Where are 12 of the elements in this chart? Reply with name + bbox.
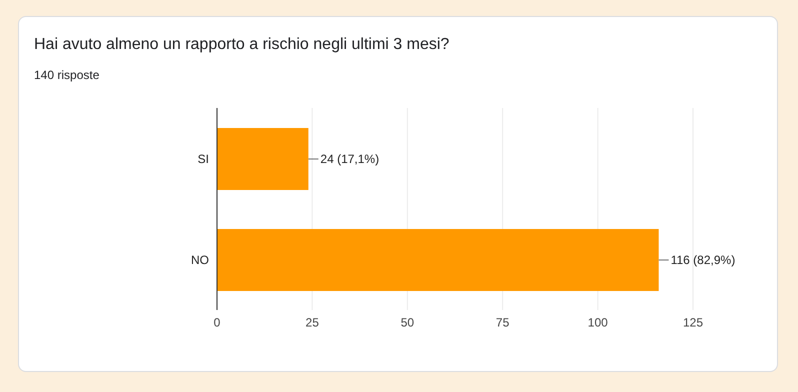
y-tick-label: SI [198,152,209,166]
x-tick-label: 50 [400,316,414,330]
x-tick-label: 0 [214,316,221,330]
x-tick-label: 75 [496,316,510,330]
data-label: 24 (17,1%) [320,152,380,166]
y-tick-label: NO [191,252,209,267]
x-tick-label: 100 [588,316,608,330]
chart-title: Hai avuto almeno un rapporto a rischio negli ultimi 3 mesi? [34,36,450,54]
x-tick-label: 125 [682,316,704,330]
x-tick-label: 25 [306,316,320,330]
data-label: 116 (82,9%) [670,253,736,267]
text: 140 risposte [34,68,100,82]
